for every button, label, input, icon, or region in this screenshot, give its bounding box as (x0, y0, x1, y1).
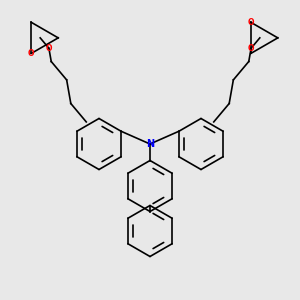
Text: N: N (146, 139, 154, 149)
Text: O: O (248, 44, 254, 53)
Text: O: O (46, 44, 52, 53)
Text: O: O (28, 49, 34, 58)
Text: O: O (248, 18, 254, 27)
